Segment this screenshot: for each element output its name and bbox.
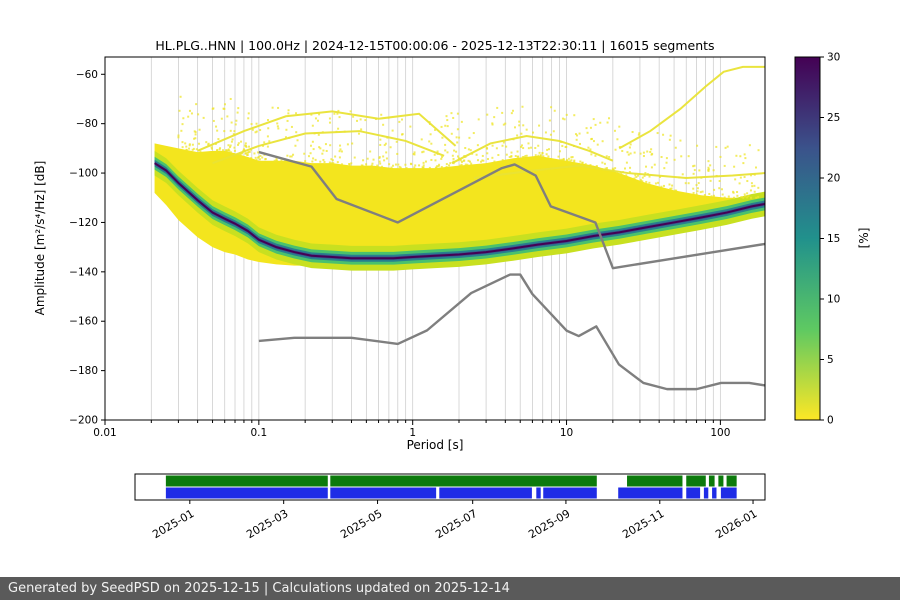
x-axis-label: Period [s]: [406, 438, 464, 452]
svg-text:30: 30: [827, 52, 840, 64]
availability-segment-blue: [543, 487, 597, 499]
availability-segment-green: [708, 475, 715, 487]
availability-segment-blue: [703, 487, 709, 499]
svg-text:5: 5: [827, 354, 834, 366]
psd-density-blob: [154, 143, 766, 271]
svg-text:10: 10: [560, 427, 573, 439]
availability-segment-green: [627, 475, 683, 487]
outlier-curves: [197, 65, 766, 180]
svg-text:0: 0: [827, 415, 834, 427]
svg-text:−100: −100: [69, 168, 98, 180]
svg-text:20: 20: [827, 173, 840, 185]
availability-segment-blue: [330, 487, 437, 499]
footer-text: Generated by SeedPSD on 2025-12-15 | Cal…: [8, 581, 510, 596]
svg-text:−80: −80: [76, 118, 98, 130]
svg-text:1: 1: [409, 427, 416, 439]
availability-timeline: [134, 473, 766, 504]
colorbar: 0 5 10 15 20 25 30: [794, 52, 840, 427]
availability-segment-blue: [618, 487, 683, 499]
svg-text:0.1: 0.1: [250, 427, 267, 439]
noise-model-lines: [258, 150, 766, 391]
availability-segment-blue: [686, 487, 701, 499]
availability-segment-green: [686, 475, 706, 487]
availability-segment-blue: [165, 487, 328, 499]
availability-segment-green: [726, 475, 737, 487]
svg-text:−140: −140: [69, 266, 98, 278]
svg-text:−120: −120: [69, 217, 98, 229]
svg-text:100: 100: [710, 427, 730, 439]
psd-heatmap-chart: 0.01 0.1 1 10 100−60−80−100−120−140−160−180−…: [69, 52, 840, 504]
footer-bar: Generated by SeedPSD on 2025-12-15 | Cal…: [0, 577, 900, 600]
availability-segment-blue: [712, 487, 717, 499]
availability-segment-green: [165, 475, 328, 487]
availability-segment-green: [718, 475, 724, 487]
svg-text:−180: −180: [69, 365, 98, 377]
svg-text:10: 10: [827, 294, 840, 306]
svg-text:−160: −160: [69, 316, 98, 328]
plot-title: HL.PLG..HNN | 100.0Hz | 2024-12-15T00:00…: [155, 38, 715, 53]
svg-text:25: 25: [827, 112, 840, 124]
svg-text:−200: −200: [69, 415, 98, 427]
availability-segment-blue: [439, 487, 532, 499]
svg-text:15: 15: [827, 233, 840, 245]
svg-text:0.01: 0.01: [93, 427, 116, 439]
availability-segment-green: [330, 475, 597, 487]
svg-text:−60: −60: [76, 69, 98, 81]
availability-segment-blue: [720, 487, 737, 499]
outlier-speckles: [177, 95, 760, 199]
axes: 0.01 0.1 1 10 100 −60 −80 −100 −120 −140 −160 −180 −…: [69, 56, 766, 439]
availability-segment-blue: [536, 487, 541, 499]
